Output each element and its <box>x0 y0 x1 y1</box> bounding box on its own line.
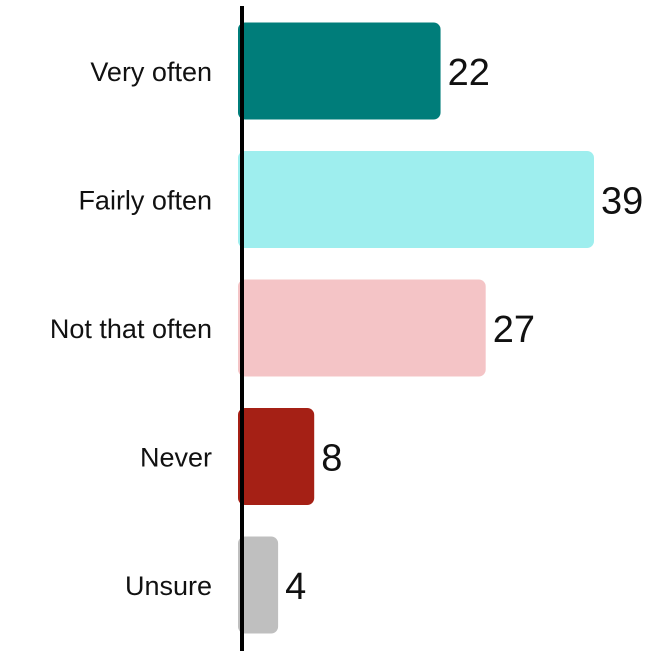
category-labels-group: Very often Fairly often Not that often Neve… <box>50 57 212 601</box>
category-label-3: Never <box>140 443 212 473</box>
category-label-2: Not that often <box>50 314 212 344</box>
category-label-4: Unsure <box>125 571 212 601</box>
value-label-3: 8 <box>321 438 342 480</box>
value-label-2: 27 <box>493 309 535 351</box>
bar-3 <box>238 408 315 505</box>
bar-2 <box>238 279 486 377</box>
bar-1 <box>238 151 594 248</box>
bar-0 <box>238 22 441 120</box>
category-label-0: Very often <box>90 57 212 87</box>
value-label-4: 4 <box>285 566 306 608</box>
bar-4 <box>238 536 279 634</box>
value-label-1: 39 <box>601 181 643 223</box>
category-label-1: Fairly often <box>78 186 212 216</box>
value-label-0: 22 <box>448 52 490 94</box>
bars-group <box>238 22 594 634</box>
value-labels-group: 22 39 27 8 4 <box>285 52 643 608</box>
